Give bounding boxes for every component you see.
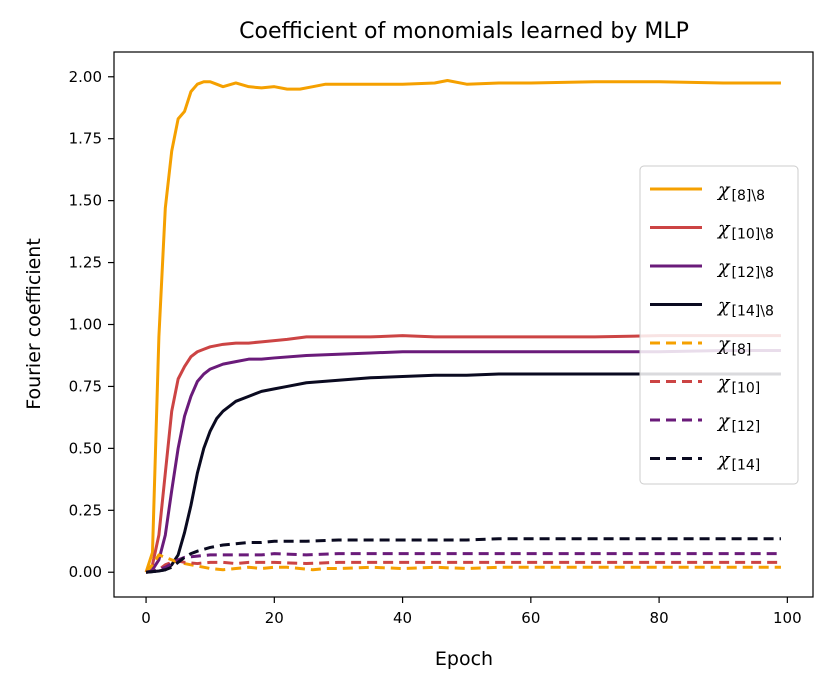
y-axis-title: Fourier coefficient [23, 238, 45, 410]
y-tick-label: 0.00 [69, 563, 102, 581]
y-axis: 0.00 0.25 0.50 0.75 1.00 1.25 1.50 1.75 2.00 [69, 68, 114, 581]
y-tick-label: 0.25 [69, 501, 102, 519]
series-line-4 [145, 372, 781, 574]
y-tick-label: 1.50 [69, 192, 102, 210]
x-tick-label: 60 [521, 609, 540, 627]
plot-area [144, 78, 781, 574]
x-tick-label: 20 [265, 609, 284, 627]
x-axis-title: Epoch [435, 648, 493, 670]
y-tick-label: 2.00 [69, 68, 102, 86]
chart-title: Coefficient of monomials learned by MLP [239, 19, 689, 44]
y-tick-label: 1.00 [69, 316, 102, 334]
series-line-3 [145, 349, 781, 574]
y-tick-label: 1.25 [69, 254, 102, 272]
legend-box [639, 165, 799, 485]
series-line-2 [144, 334, 781, 574]
x-tick-label: 100 [773, 609, 802, 627]
x-tick-label: 40 [393, 609, 412, 627]
x-tick-label: 0 [141, 609, 151, 627]
x-tick-label: 80 [650, 609, 669, 627]
y-tick-label: 0.50 [69, 439, 102, 457]
series-line-1 [144, 78, 781, 573]
legend: χ [8]\8χ [10]\8χ [12]\8χ [14]\8χ [8]χ [10]χ [12… [639, 165, 799, 485]
series-line-7 [145, 552, 781, 574]
series-line-8 [145, 537, 781, 574]
x-axis: 0 20 40 60 80 100 [141, 597, 802, 627]
y-tick-label: 1.75 [69, 130, 102, 148]
legend-label: χ [12] [716, 410, 760, 435]
y-tick-label: 0.75 [69, 377, 102, 395]
